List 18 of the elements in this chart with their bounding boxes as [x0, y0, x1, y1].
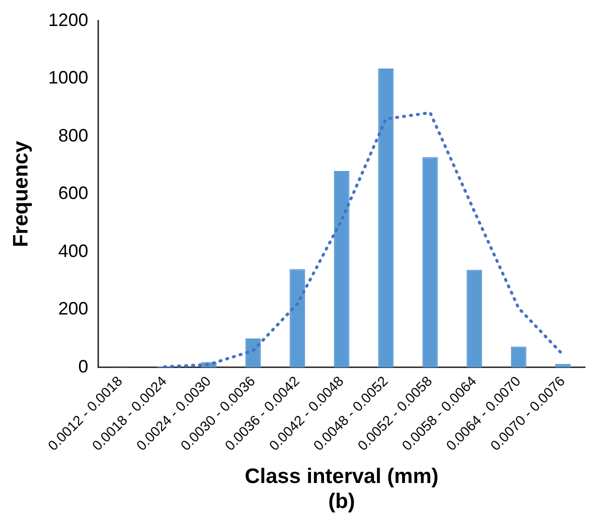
y-tick-label: 600 [58, 183, 88, 204]
x-axis-title: Class interval (mm) [244, 464, 438, 488]
bar [290, 269, 306, 368]
y-tick-label: 400 [58, 240, 88, 261]
bar [510, 346, 526, 368]
bar [422, 157, 438, 368]
y-axis-title: Frequency [9, 140, 32, 248]
bar [245, 338, 261, 368]
text: (b) [328, 490, 356, 514]
y-tick-label: 800 [58, 125, 88, 146]
bar [334, 170, 350, 368]
bar [378, 68, 394, 368]
bar [466, 270, 482, 368]
line-series [163, 111, 564, 368]
y-tick-label: 1200 [48, 10, 88, 30]
y-tick-label: 0 [78, 356, 88, 376]
y-tick-label: 1000 [48, 68, 88, 88]
y-tick-label: 200 [58, 298, 88, 319]
